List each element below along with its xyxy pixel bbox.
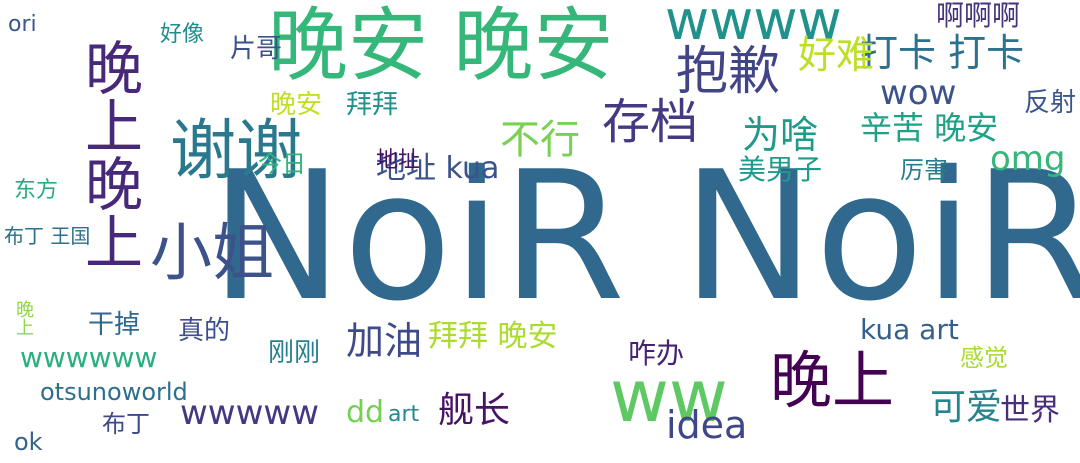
cloud-word: 晚上 bbox=[770, 344, 895, 417]
cloud-word: 啊啊啊 bbox=[936, 0, 1021, 32]
cloud-word: 可爱 bbox=[930, 387, 1003, 428]
cloud-word: 反射 bbox=[1024, 88, 1077, 118]
cloud-word: 谢谢 bbox=[170, 112, 302, 189]
cloud-word: 辛苦 晚安 bbox=[860, 109, 999, 147]
cloud-word: wwwwww bbox=[20, 341, 158, 374]
cloud-word: 今日 bbox=[258, 150, 306, 178]
cloud-word: 感觉 bbox=[960, 344, 1008, 372]
cloud-word: 打卡 打卡 bbox=[860, 31, 1025, 75]
cloud-word: wwwww bbox=[180, 393, 320, 433]
cloud-word: wow bbox=[880, 73, 957, 113]
cloud-word: ori bbox=[8, 12, 37, 37]
cloud-word: 不行 bbox=[500, 117, 580, 163]
cloud-word: 刚刚 bbox=[268, 338, 321, 368]
cloud-word: 布丁 bbox=[102, 410, 150, 438]
cloud-word: 好像 bbox=[160, 22, 205, 47]
cloud-word: ww bbox=[610, 354, 728, 438]
cloud-word: 厉害 bbox=[900, 156, 948, 184]
cloud-word: 世界 bbox=[1000, 393, 1060, 428]
cloud-word: 舰长 bbox=[438, 390, 511, 431]
cloud-word: 布丁 王国 bbox=[4, 224, 91, 248]
cloud-word: 地址 bbox=[376, 148, 421, 173]
cloud-word: 加油 bbox=[346, 319, 423, 363]
cloud-word: 晚上 bbox=[13, 300, 34, 336]
cloud-word: art bbox=[388, 402, 420, 427]
cloud-word: otsunoworld bbox=[40, 378, 188, 406]
cloud-word: kua art bbox=[860, 313, 959, 346]
cloud-word: 抱歉 bbox=[676, 42, 781, 102]
cloud-word: 片哥 bbox=[230, 34, 283, 64]
cloud-word: 东方 bbox=[14, 178, 59, 203]
cloud-word: 存档 bbox=[602, 94, 699, 150]
cloud-word: ok bbox=[14, 428, 43, 456]
cloud-word: dd bbox=[346, 395, 385, 430]
cloud-word: 晚安 bbox=[270, 90, 323, 120]
cloud-word: 咋办 bbox=[628, 337, 685, 370]
cloud-word: 真的 bbox=[178, 316, 231, 346]
cloud-word: 晚上晚上 bbox=[75, 38, 143, 270]
cloud-word: NoiR NoiR bbox=[210, 133, 1080, 340]
cloud-word: 好难 bbox=[798, 33, 875, 77]
cloud-word: 拜拜 bbox=[346, 90, 399, 120]
cloud-word: idea bbox=[666, 403, 748, 447]
cloud-word: wwww bbox=[665, 0, 842, 52]
cloud-word: 为啥 bbox=[742, 113, 819, 157]
cloud-word: 干掉 bbox=[88, 310, 141, 340]
cloud-word: omg bbox=[990, 139, 1066, 179]
cloud-word: 地址 kua bbox=[376, 151, 500, 186]
cloud-word: 小姐 bbox=[150, 216, 275, 289]
cloud-word: 拜拜 晚安 bbox=[428, 319, 558, 354]
cloud-word: 晚安 晚安 bbox=[268, 0, 614, 92]
cloud-word: 美男子 bbox=[738, 153, 823, 186]
